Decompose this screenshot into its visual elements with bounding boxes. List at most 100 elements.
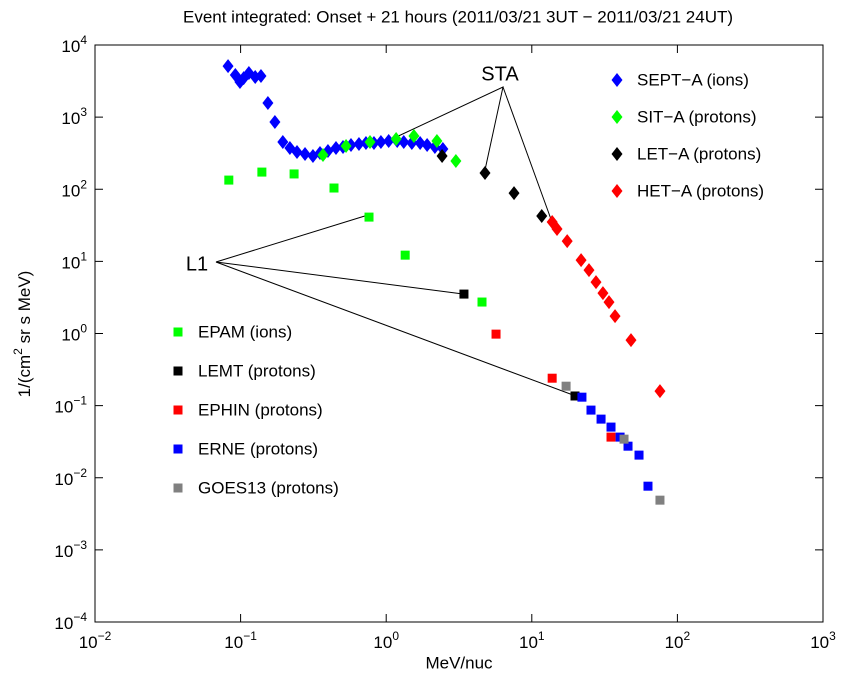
- y-tick-label: 104: [61, 33, 87, 56]
- data-point: [609, 309, 621, 324]
- data-point: [269, 115, 281, 130]
- x-tick-label: 101: [519, 629, 545, 652]
- data-point: [364, 134, 376, 149]
- legend-label: LEMT (protons): [198, 361, 316, 380]
- data-point: [436, 149, 448, 164]
- data-point: [317, 148, 329, 163]
- data-point: [603, 295, 615, 310]
- data-point: [431, 133, 443, 148]
- x-tick-label: 102: [665, 629, 691, 652]
- data-point: [547, 373, 557, 383]
- legend-marker: [173, 444, 183, 454]
- data-point: [654, 384, 666, 399]
- annotation: L1: [186, 253, 208, 275]
- data-point: [575, 253, 587, 268]
- data-point: [330, 141, 342, 156]
- legend-marker: [611, 147, 623, 161]
- legend-label: HET−A (protons): [637, 181, 764, 200]
- legend-label: EPHIN (protons): [198, 400, 323, 419]
- chart-title: Event integrated: Onset + 21 hours (2011…: [183, 7, 733, 26]
- data-point: [586, 405, 596, 415]
- x-tick-label: 10−2: [79, 629, 112, 652]
- data-point: [491, 329, 501, 339]
- legend-marker: [173, 366, 183, 376]
- y-axis-label: 1/(cm2 sr s MeV): [11, 271, 34, 398]
- data-point: [364, 212, 374, 222]
- data-point: [577, 392, 587, 402]
- data-point: [634, 450, 644, 460]
- data-point: [353, 137, 365, 152]
- data-point: [536, 209, 548, 224]
- data-point: [408, 129, 420, 144]
- x-tick-label: 10−1: [224, 629, 257, 652]
- y-tick-label: 10−2: [54, 466, 87, 489]
- y-tick-label: 103: [61, 105, 87, 128]
- data-point: [477, 297, 487, 307]
- l1-line: [215, 261, 574, 396]
- data-point: [623, 441, 633, 451]
- legend-marker: [173, 327, 183, 337]
- legend-marker: [611, 73, 623, 87]
- data-point: [561, 234, 573, 249]
- data-point: [596, 414, 606, 424]
- data-point: [421, 138, 433, 153]
- data-point: [450, 154, 462, 169]
- data-point: [277, 134, 289, 149]
- data-point: [289, 169, 299, 179]
- legend-marker: [173, 405, 183, 415]
- x-tick-label: 100: [373, 629, 399, 652]
- data-point: [590, 275, 602, 290]
- data-point: [625, 333, 637, 348]
- data-point: [222, 59, 234, 74]
- legend-label: ERNE (protons): [198, 439, 318, 458]
- data-point: [597, 286, 609, 301]
- data-point: [329, 183, 339, 193]
- data-point: [583, 263, 595, 278]
- x-axis-label: MeV/nuc: [425, 653, 493, 672]
- x-tick-label: 103: [810, 629, 836, 652]
- data-point: [643, 481, 653, 491]
- data-point: [619, 434, 629, 444]
- legend-label: EPAM (ions): [198, 322, 292, 341]
- annotation-lines: [215, 86, 574, 396]
- y-tick-label: 100: [61, 322, 87, 345]
- data-point: [375, 134, 387, 149]
- data-point: [400, 250, 410, 260]
- data-point: [257, 167, 267, 177]
- data-point: [390, 132, 402, 147]
- data-point: [570, 391, 580, 401]
- l1-line: [215, 214, 369, 263]
- data-point: [383, 133, 395, 148]
- y-tick-label: 10−1: [54, 394, 87, 417]
- legend-label: SIT−A (protons): [637, 107, 757, 126]
- data-point: [459, 289, 469, 299]
- legend-label: LET−A (protons): [637, 144, 761, 163]
- sta-line: [502, 86, 553, 223]
- data-point: [291, 145, 303, 160]
- legend-marker: [611, 110, 623, 124]
- y-tick-label: 10−4: [54, 610, 87, 633]
- data-point: [262, 95, 274, 110]
- data-point: [224, 175, 234, 185]
- data-point: [479, 165, 491, 180]
- data-point: [606, 432, 616, 442]
- y-tick-label: 10−3: [54, 538, 87, 561]
- data-point: [255, 68, 267, 83]
- data-point: [299, 147, 311, 162]
- data-point: [551, 222, 563, 237]
- legend-marker: [611, 184, 623, 198]
- data-point: [561, 381, 571, 391]
- data-point: [340, 139, 352, 154]
- data-point: [655, 495, 665, 505]
- l1-line: [215, 261, 464, 295]
- legend-marker: [173, 483, 183, 493]
- legend-label: GOES13 (protons): [198, 478, 339, 497]
- data-point: [508, 186, 520, 201]
- data-point: [606, 422, 616, 432]
- y-tick-label: 102: [61, 177, 87, 200]
- legend-label: SEPT−A (ions): [637, 70, 749, 89]
- y-tick-label: 101: [61, 250, 87, 273]
- annotation: STA: [481, 63, 519, 85]
